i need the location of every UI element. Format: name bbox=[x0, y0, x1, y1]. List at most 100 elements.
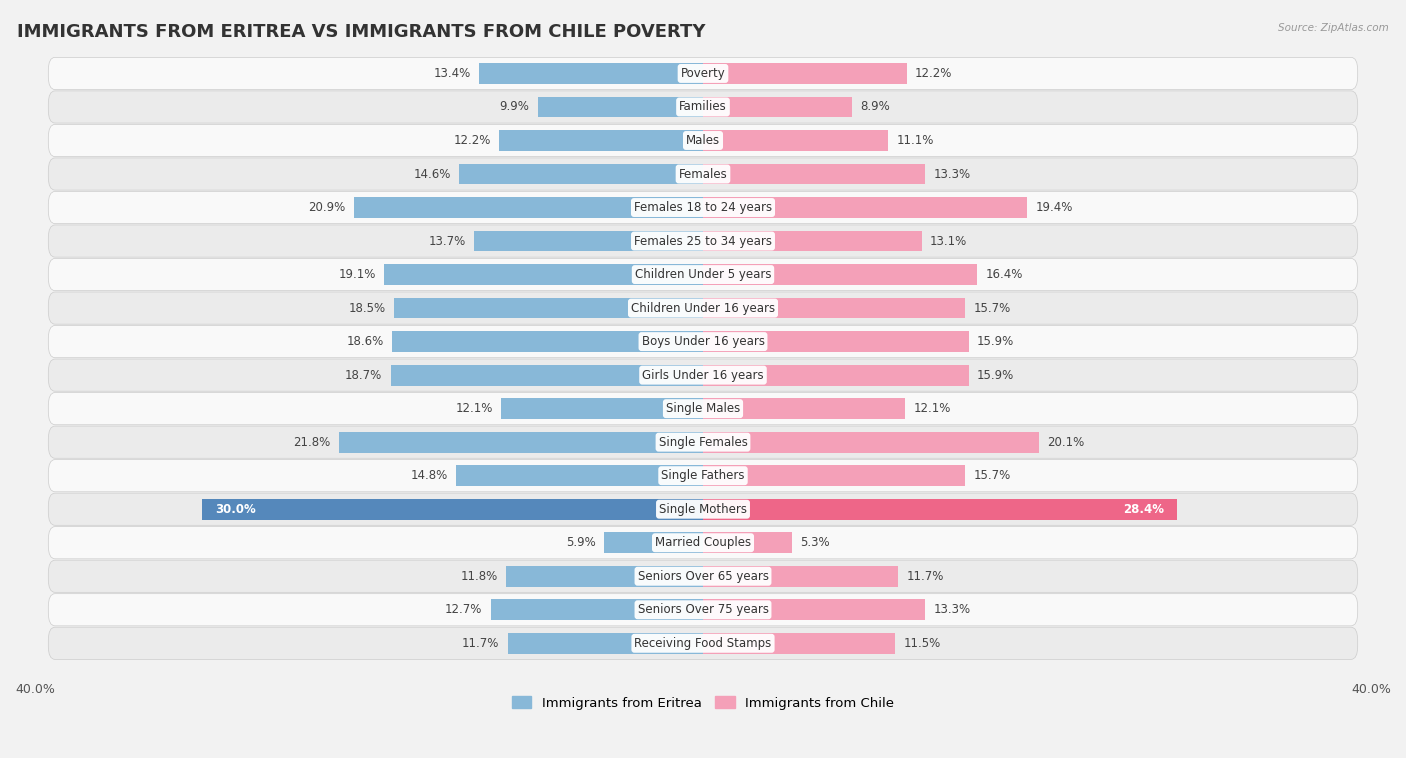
FancyBboxPatch shape bbox=[48, 258, 1358, 290]
Text: 19.1%: 19.1% bbox=[339, 268, 375, 281]
Text: 13.7%: 13.7% bbox=[429, 234, 465, 248]
Bar bbox=[703, 499, 1177, 519]
Text: 16.4%: 16.4% bbox=[986, 268, 1022, 281]
Bar bbox=[703, 566, 898, 587]
Text: Females: Females bbox=[679, 168, 727, 180]
FancyBboxPatch shape bbox=[48, 192, 1358, 224]
Bar bbox=[703, 230, 922, 252]
FancyBboxPatch shape bbox=[48, 91, 1358, 123]
Text: 30.0%: 30.0% bbox=[215, 503, 256, 515]
FancyBboxPatch shape bbox=[48, 393, 1358, 424]
Bar bbox=[339, 432, 703, 453]
Bar bbox=[391, 365, 703, 386]
Bar bbox=[456, 465, 703, 486]
Bar bbox=[537, 96, 703, 117]
Bar bbox=[703, 265, 977, 285]
Text: Seniors Over 75 years: Seniors Over 75 years bbox=[637, 603, 769, 616]
FancyBboxPatch shape bbox=[48, 58, 1358, 89]
Text: 20.9%: 20.9% bbox=[308, 201, 346, 214]
Text: 12.2%: 12.2% bbox=[454, 134, 491, 147]
Text: 28.4%: 28.4% bbox=[1123, 503, 1164, 515]
FancyBboxPatch shape bbox=[48, 560, 1358, 592]
Bar bbox=[354, 197, 703, 218]
Text: 8.9%: 8.9% bbox=[860, 101, 890, 114]
Text: Single Fathers: Single Fathers bbox=[661, 469, 745, 482]
Text: 15.9%: 15.9% bbox=[977, 368, 1014, 381]
Text: 13.3%: 13.3% bbox=[934, 168, 970, 180]
Text: 15.9%: 15.9% bbox=[977, 335, 1014, 348]
Text: 11.7%: 11.7% bbox=[907, 570, 945, 583]
Text: Married Couples: Married Couples bbox=[655, 536, 751, 550]
FancyBboxPatch shape bbox=[48, 426, 1358, 459]
Bar bbox=[703, 197, 1026, 218]
Bar bbox=[474, 230, 703, 252]
FancyBboxPatch shape bbox=[48, 527, 1358, 559]
FancyBboxPatch shape bbox=[48, 292, 1358, 324]
Text: 11.7%: 11.7% bbox=[461, 637, 499, 650]
Text: 14.8%: 14.8% bbox=[411, 469, 447, 482]
FancyBboxPatch shape bbox=[48, 594, 1358, 626]
FancyBboxPatch shape bbox=[48, 124, 1358, 157]
Text: 11.8%: 11.8% bbox=[460, 570, 498, 583]
Text: Females 25 to 34 years: Females 25 to 34 years bbox=[634, 234, 772, 248]
Bar bbox=[384, 265, 703, 285]
Bar bbox=[703, 130, 889, 151]
Text: 13.1%: 13.1% bbox=[931, 234, 967, 248]
Text: Females 18 to 24 years: Females 18 to 24 years bbox=[634, 201, 772, 214]
Text: Poverty: Poverty bbox=[681, 67, 725, 80]
Bar bbox=[703, 432, 1039, 453]
FancyBboxPatch shape bbox=[48, 158, 1358, 190]
FancyBboxPatch shape bbox=[48, 459, 1358, 492]
Bar bbox=[703, 398, 905, 419]
Text: 13.3%: 13.3% bbox=[934, 603, 970, 616]
Bar bbox=[703, 96, 852, 117]
Text: 12.1%: 12.1% bbox=[456, 402, 492, 415]
Text: 13.4%: 13.4% bbox=[433, 67, 471, 80]
Bar bbox=[508, 633, 703, 653]
Bar bbox=[501, 398, 703, 419]
Text: Children Under 16 years: Children Under 16 years bbox=[631, 302, 775, 315]
Text: Single Males: Single Males bbox=[666, 402, 740, 415]
Bar bbox=[479, 63, 703, 84]
Text: 5.3%: 5.3% bbox=[800, 536, 830, 550]
Text: Males: Males bbox=[686, 134, 720, 147]
Text: Receiving Food Stamps: Receiving Food Stamps bbox=[634, 637, 772, 650]
FancyBboxPatch shape bbox=[48, 325, 1358, 358]
Bar bbox=[392, 331, 703, 352]
Text: 15.7%: 15.7% bbox=[973, 302, 1011, 315]
Bar bbox=[394, 298, 703, 318]
Text: 14.6%: 14.6% bbox=[413, 168, 451, 180]
Text: Girls Under 16 years: Girls Under 16 years bbox=[643, 368, 763, 381]
Text: 18.5%: 18.5% bbox=[349, 302, 385, 315]
Bar bbox=[491, 600, 703, 620]
FancyBboxPatch shape bbox=[48, 359, 1358, 391]
Bar bbox=[202, 499, 703, 519]
Bar bbox=[703, 633, 896, 653]
Text: Single Mothers: Single Mothers bbox=[659, 503, 747, 515]
Text: 15.7%: 15.7% bbox=[973, 469, 1011, 482]
Bar bbox=[499, 130, 703, 151]
FancyBboxPatch shape bbox=[48, 225, 1358, 257]
Bar bbox=[460, 164, 703, 184]
Text: 9.9%: 9.9% bbox=[499, 101, 529, 114]
Text: 12.7%: 12.7% bbox=[446, 603, 482, 616]
Bar bbox=[703, 298, 965, 318]
Bar bbox=[703, 600, 925, 620]
Text: 5.9%: 5.9% bbox=[567, 536, 596, 550]
Text: 12.2%: 12.2% bbox=[915, 67, 952, 80]
FancyBboxPatch shape bbox=[48, 493, 1358, 525]
Text: 11.1%: 11.1% bbox=[897, 134, 934, 147]
FancyBboxPatch shape bbox=[48, 627, 1358, 659]
Text: Source: ZipAtlas.com: Source: ZipAtlas.com bbox=[1278, 23, 1389, 33]
Text: Seniors Over 65 years: Seniors Over 65 years bbox=[637, 570, 769, 583]
Text: Boys Under 16 years: Boys Under 16 years bbox=[641, 335, 765, 348]
Bar bbox=[703, 465, 965, 486]
Text: 18.7%: 18.7% bbox=[344, 368, 382, 381]
Text: Children Under 5 years: Children Under 5 years bbox=[634, 268, 772, 281]
Text: IMMIGRANTS FROM ERITREA VS IMMIGRANTS FROM CHILE POVERTY: IMMIGRANTS FROM ERITREA VS IMMIGRANTS FR… bbox=[17, 23, 706, 41]
Bar bbox=[506, 566, 703, 587]
Text: 21.8%: 21.8% bbox=[294, 436, 330, 449]
Legend: Immigrants from Eritrea, Immigrants from Chile: Immigrants from Eritrea, Immigrants from… bbox=[506, 691, 900, 715]
Text: 19.4%: 19.4% bbox=[1035, 201, 1073, 214]
Text: 20.1%: 20.1% bbox=[1047, 436, 1084, 449]
